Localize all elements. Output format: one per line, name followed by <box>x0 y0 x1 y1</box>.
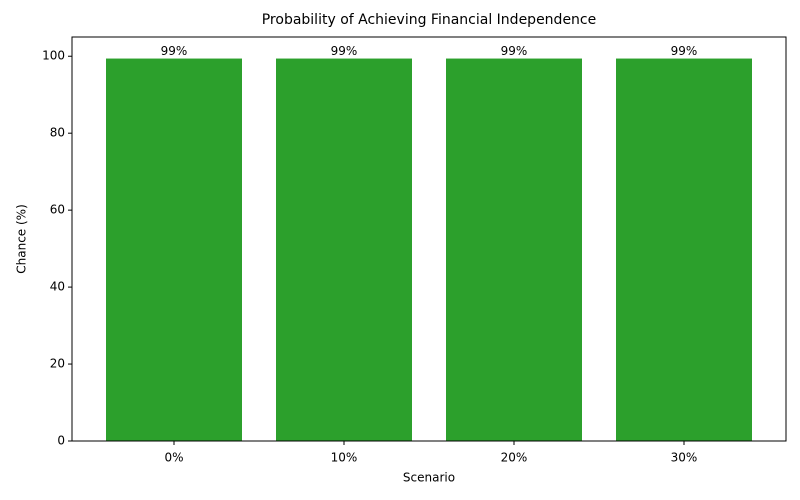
bar <box>446 58 582 442</box>
y-tick-label: 20 <box>50 357 65 371</box>
value-label: 99% <box>501 44 528 58</box>
y-tick-label: 40 <box>50 280 65 294</box>
x-tick-label: 10% <box>331 451 358 465</box>
chart-title: Probability of Achieving Financial Indep… <box>262 12 597 28</box>
x-tick-label: 0% <box>164 451 183 465</box>
value-label: 99% <box>671 44 698 58</box>
bar <box>106 58 242 442</box>
x-axis-label: Scenario <box>403 471 455 485</box>
bar <box>276 58 412 442</box>
y-axis-label: Chance (%) <box>15 204 29 274</box>
y-tick-label: 60 <box>50 203 65 217</box>
value-label: 99% <box>331 44 358 58</box>
x-tick-label: 20% <box>501 451 528 465</box>
y-tick-label: 100 <box>42 49 65 63</box>
y-tick-label: 80 <box>50 126 65 140</box>
value-label: 99% <box>161 44 188 58</box>
x-tick-label: 30% <box>671 451 698 465</box>
y-tick-label: 0 <box>57 434 65 448</box>
plot-frame <box>71 36 787 442</box>
bar <box>616 58 752 442</box>
